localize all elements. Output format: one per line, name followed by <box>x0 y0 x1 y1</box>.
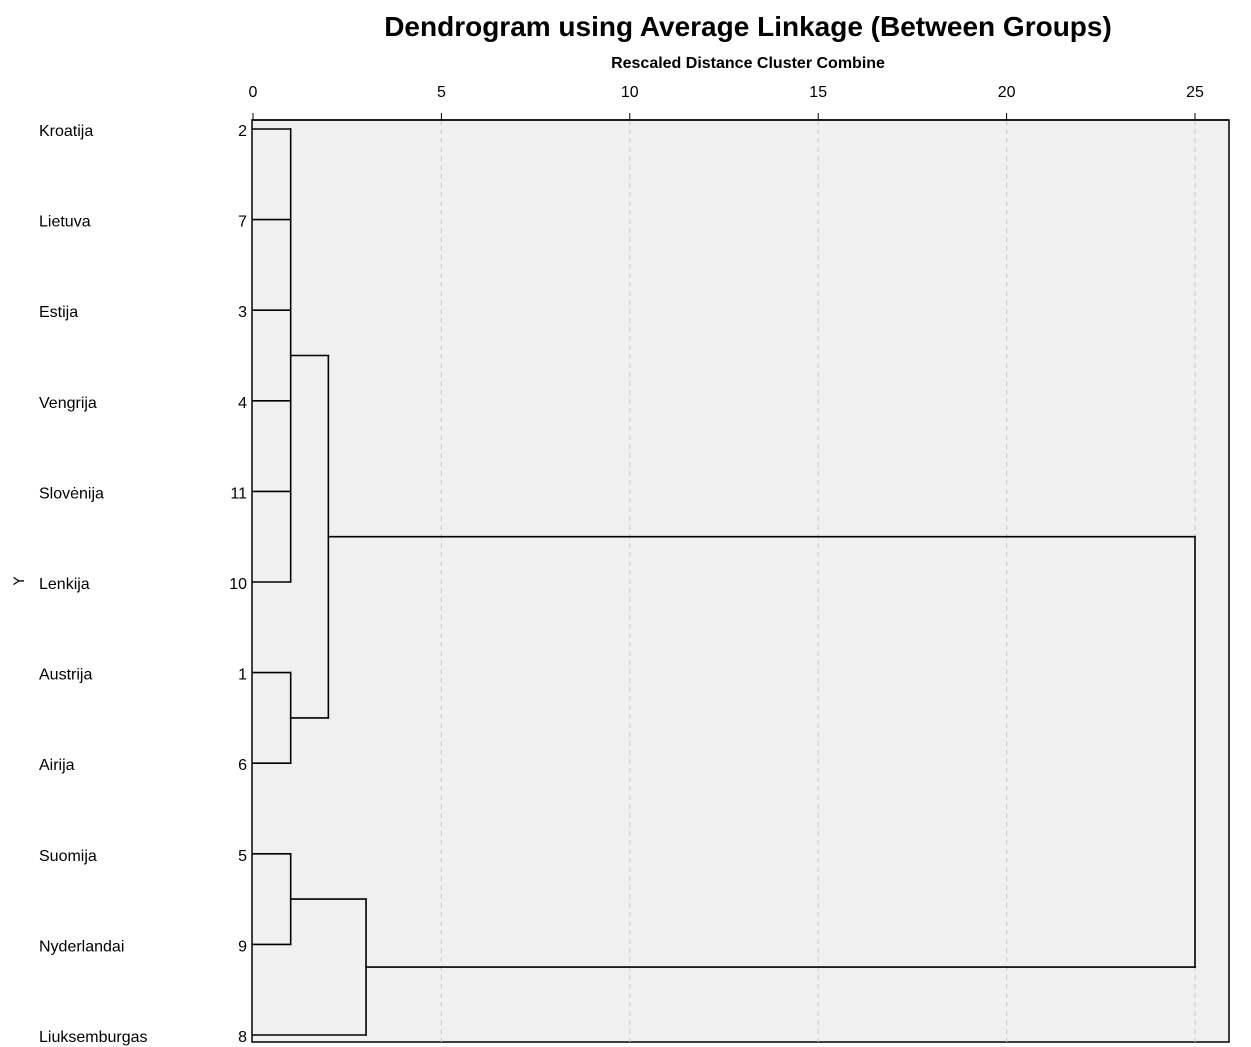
leaf-label: Lenkija <box>39 576 90 593</box>
case-number: 11 <box>230 485 247 502</box>
x-tick-label: 20 <box>998 84 1016 101</box>
x-tick-label: 15 <box>809 84 827 101</box>
x-axis: 0 5 10 15 20 25 <box>249 84 1229 121</box>
x-tick-label: 10 <box>621 84 639 101</box>
dendrogram-links <box>252 128 1196 1036</box>
leaf-label: Vengrija <box>39 395 97 412</box>
leaf-label: Suomija <box>39 848 97 865</box>
chart-subtitle: Rescaled Distance Cluster Combine <box>611 55 885 72</box>
leaf-label: Austrija <box>39 667 92 684</box>
case-number: 8 <box>238 1029 247 1046</box>
leaf-label: Liuksemburgas <box>39 1029 148 1046</box>
case-number: 3 <box>238 304 247 321</box>
leaf-label: Estija <box>39 304 78 321</box>
leaf-label: Lietuva <box>39 214 91 231</box>
case-number: 5 <box>238 848 247 865</box>
leaf-labels: Kroatija 2 Lietuva 7 Estija 3 Vengrija 4 Slovėni… <box>39 123 247 1046</box>
x-tick-label: 5 <box>437 84 446 101</box>
case-number: 10 <box>229 576 247 593</box>
case-number: 7 <box>238 214 247 231</box>
case-number: 6 <box>238 757 247 774</box>
case-number: 1 <box>238 667 247 684</box>
leaf-label: Nyderlandai <box>39 938 124 955</box>
plot-area <box>251 119 1230 1043</box>
leaf-label: Slovėnija <box>39 485 104 502</box>
case-number: 2 <box>238 123 247 140</box>
chart-title: Dendrogram using Average Linkage (Betwee… <box>384 11 1112 42</box>
leaf-label: Airija <box>39 757 75 774</box>
leaf-label: Kroatija <box>39 123 93 140</box>
x-tick-label: 0 <box>249 84 258 101</box>
x-tick-label: 25 <box>1186 84 1204 101</box>
y-marker: Y <box>12 576 28 586</box>
case-number: 9 <box>238 938 247 955</box>
case-number: 4 <box>238 395 247 412</box>
